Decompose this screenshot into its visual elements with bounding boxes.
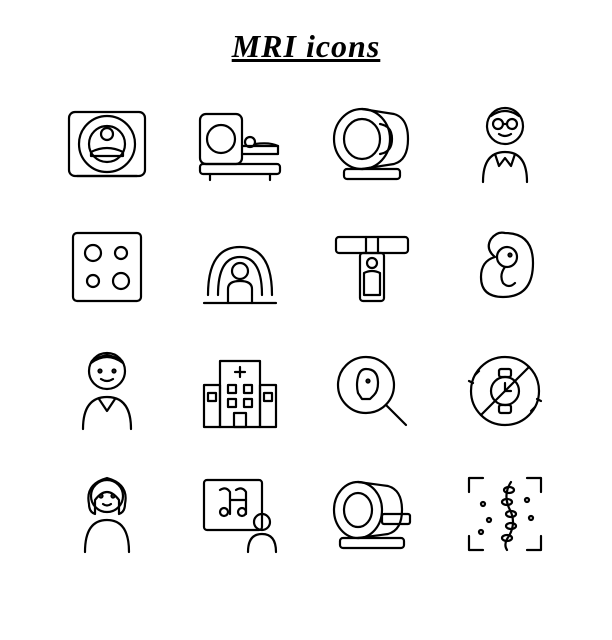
female-patient-icon — [50, 462, 165, 568]
patient-in-scanner-icon — [183, 215, 298, 321]
hospital-building-icon — [183, 338, 298, 444]
xray-viewer-icon — [183, 462, 298, 568]
male-patient-icon — [50, 338, 165, 444]
mri-machine-side-icon — [315, 462, 430, 568]
mri-side-patient-icon — [183, 91, 298, 197]
page-title: MRI icons — [0, 28, 612, 65]
scan-table-top-icon — [315, 215, 430, 321]
spine-scan-icon — [448, 462, 563, 568]
no-watch-icon — [448, 338, 563, 444]
head-scan-magnify-icon — [315, 338, 430, 444]
mri-front-view-icon — [50, 91, 165, 197]
control-panel-icon — [50, 215, 165, 321]
mri-scanner-angled-icon — [315, 91, 430, 197]
icon-grid — [0, 65, 612, 607]
fetus-icon — [448, 215, 563, 321]
doctor-glasses-icon — [448, 91, 563, 197]
